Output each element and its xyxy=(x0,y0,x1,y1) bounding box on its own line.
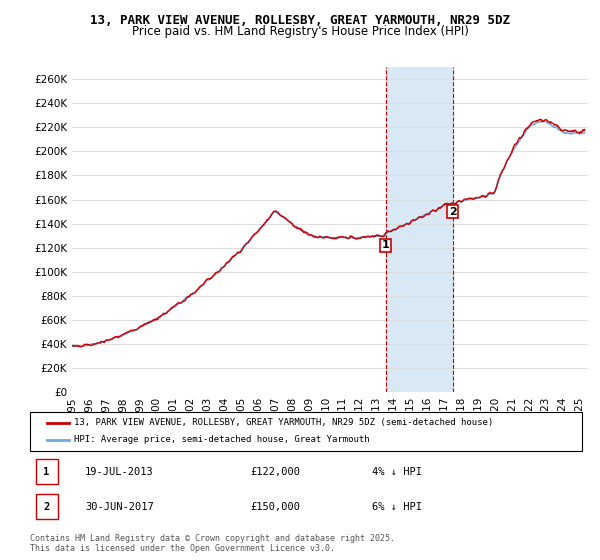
Text: HPI: Average price, semi-detached house, Great Yarmouth: HPI: Average price, semi-detached house,… xyxy=(74,435,370,444)
Text: 2: 2 xyxy=(43,502,50,512)
Text: Contains HM Land Registry data © Crown copyright and database right 2025.
This d: Contains HM Land Registry data © Crown c… xyxy=(30,534,395,553)
Text: Price paid vs. HM Land Registry's House Price Index (HPI): Price paid vs. HM Land Registry's House … xyxy=(131,25,469,38)
Text: 2: 2 xyxy=(449,207,457,217)
Text: 4% ↓ HPI: 4% ↓ HPI xyxy=(372,467,422,477)
Text: 1: 1 xyxy=(43,467,50,477)
Text: £122,000: £122,000 xyxy=(251,467,301,477)
Text: 19-JUL-2013: 19-JUL-2013 xyxy=(85,467,154,477)
Bar xyxy=(386,67,452,392)
Text: 30-JUN-2017: 30-JUN-2017 xyxy=(85,502,154,512)
FancyBboxPatch shape xyxy=(35,494,58,520)
Text: 1: 1 xyxy=(382,240,389,250)
Text: £150,000: £150,000 xyxy=(251,502,301,512)
FancyBboxPatch shape xyxy=(35,459,58,484)
Text: 6% ↓ HPI: 6% ↓ HPI xyxy=(372,502,422,512)
Text: 13, PARK VIEW AVENUE, ROLLESBY, GREAT YARMOUTH, NR29 5DZ (semi-detached house): 13, PARK VIEW AVENUE, ROLLESBY, GREAT YA… xyxy=(74,418,493,427)
Text: 13, PARK VIEW AVENUE, ROLLESBY, GREAT YARMOUTH, NR29 5DZ: 13, PARK VIEW AVENUE, ROLLESBY, GREAT YA… xyxy=(90,14,510,27)
FancyBboxPatch shape xyxy=(30,412,582,451)
